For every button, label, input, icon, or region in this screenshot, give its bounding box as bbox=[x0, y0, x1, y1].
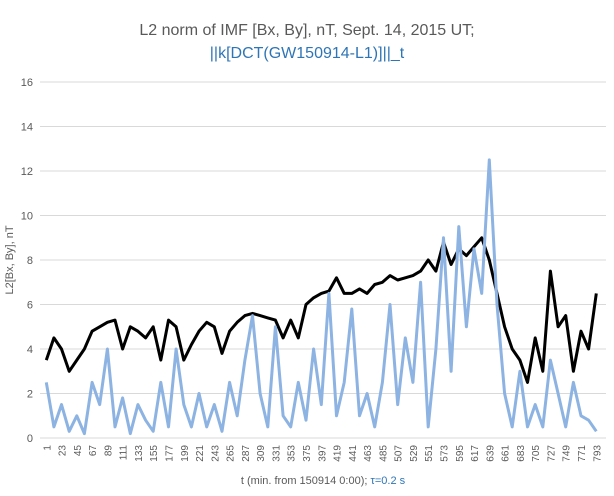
series-line bbox=[44, 158, 598, 436]
x-tick-label: 705 bbox=[531, 445, 542, 462]
x-tick-label: 661 bbox=[501, 445, 512, 462]
x-tick-label: 1 bbox=[42, 445, 53, 451]
y-tick-label: 8 bbox=[27, 255, 33, 267]
x-tick-label: 793 bbox=[592, 445, 603, 462]
y-tick-label: 2 bbox=[27, 389, 33, 401]
x-tick-label: 309 bbox=[256, 445, 267, 462]
series-line bbox=[44, 236, 598, 384]
x-axis-label-text: t (min. from 150914 0:00); bbox=[241, 475, 371, 487]
x-tick-label: 221 bbox=[195, 445, 206, 462]
x-tick-label: 67 bbox=[88, 445, 99, 457]
x-axis-label-note: τ=0.2 s bbox=[371, 475, 406, 487]
x-tick-label: 45 bbox=[73, 445, 84, 457]
x-tick-label: 771 bbox=[577, 445, 588, 462]
x-tick-label: 155 bbox=[149, 445, 160, 462]
x-tick-label: 529 bbox=[409, 445, 420, 462]
x-tick-label: 507 bbox=[394, 445, 405, 462]
y-tick-label: 14 bbox=[21, 122, 33, 134]
y-tick-label: 12 bbox=[21, 166, 33, 178]
y-tick-label: 4 bbox=[27, 344, 33, 356]
x-tick-label: 265 bbox=[226, 445, 237, 462]
x-tick-label: 551 bbox=[424, 445, 435, 462]
x-tick-label: 485 bbox=[378, 445, 389, 462]
chart-title: L2 norm of IMF [Bx, By], nT, Sept. 14, 2… bbox=[139, 22, 474, 39]
x-tick-label: 749 bbox=[562, 445, 573, 462]
x-tick-label: 441 bbox=[348, 445, 359, 462]
y-tick-label: 6 bbox=[27, 300, 33, 312]
y-axis-label: L2[Bx, By], nT bbox=[4, 225, 16, 294]
x-tick-label: 199 bbox=[180, 445, 191, 462]
x-tick-label: 727 bbox=[546, 445, 557, 462]
x-tick-label: 573 bbox=[439, 445, 450, 462]
x-tick-label: 595 bbox=[455, 445, 466, 462]
x-axis-label: t (min. from 150914 0:00); τ=0.2 s bbox=[241, 475, 406, 487]
x-tick-label: 375 bbox=[302, 445, 313, 462]
x-tick-label: 639 bbox=[485, 445, 496, 462]
x-tick-label: 331 bbox=[271, 445, 282, 462]
x-tick-label: 683 bbox=[516, 445, 527, 462]
x-tick-label: 287 bbox=[241, 445, 252, 462]
x-tick-label: 397 bbox=[317, 445, 328, 462]
x-tick-label: 243 bbox=[210, 445, 221, 462]
x-tick-label: 133 bbox=[134, 445, 145, 462]
y-tick-label: 0 bbox=[27, 433, 33, 445]
x-tick-label: 617 bbox=[470, 445, 481, 462]
x-tick-label: 463 bbox=[363, 445, 374, 462]
chart-subtitle: ||k[DCT(GW150914-L1)]||_t bbox=[210, 45, 405, 62]
x-tick-label: 419 bbox=[333, 445, 344, 462]
x-tick-label: 111 bbox=[119, 445, 130, 461]
x-tick-label: 89 bbox=[103, 445, 114, 457]
x-tick-label: 23 bbox=[58, 445, 69, 457]
y-tick-label: 10 bbox=[21, 211, 33, 223]
y-tick-label: 16 bbox=[21, 77, 33, 89]
x-tick-label: 353 bbox=[287, 445, 298, 462]
x-tick-label: 177 bbox=[164, 445, 175, 462]
